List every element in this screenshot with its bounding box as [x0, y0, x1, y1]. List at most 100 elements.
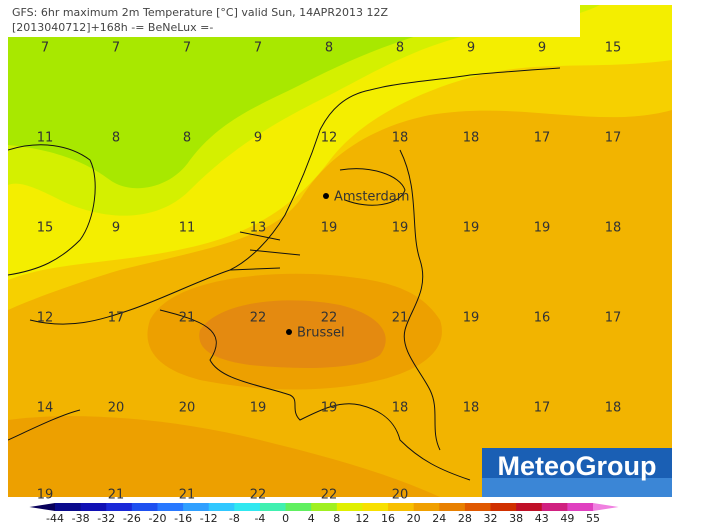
colorbar-tick-label: 4	[308, 512, 315, 525]
grid-values: 7 7 7 7 8 8 9 9 15 11 8 8 9 12 18 18 17 17 15 9 11 13 19 19 19 19…	[37, 41, 622, 503]
grid-value: 21	[179, 311, 196, 326]
colorbar-segment	[157, 503, 184, 511]
grid-value: 22	[250, 488, 267, 503]
grid-value: 19	[392, 221, 409, 236]
grid-value: 20	[108, 401, 125, 416]
colorbar-tick-label: -4	[254, 512, 265, 525]
grid-value: 7	[112, 41, 120, 56]
colorbar-segment	[541, 503, 568, 511]
colorbar-segment	[80, 503, 107, 511]
grid-value: 17	[605, 311, 622, 326]
grid-value: 19	[250, 401, 267, 416]
colorbar-segment	[234, 503, 261, 511]
grid-value: 19	[463, 221, 480, 236]
colorbar-arrow	[593, 503, 619, 511]
grid-value: 19	[321, 221, 338, 236]
grid-value: 19	[534, 221, 551, 236]
grid-value: 17	[108, 311, 125, 326]
colorbar-segment	[413, 503, 440, 511]
colorbar-segment	[285, 503, 312, 511]
grid-value: 22	[321, 311, 338, 326]
colorbar-tick-label: -20	[148, 512, 166, 525]
colorbar-segment	[55, 503, 82, 511]
grid-value: 18	[605, 221, 622, 236]
grid-value: 19	[37, 488, 54, 503]
city-dot	[286, 329, 292, 335]
colorbar-tick-label: 28	[458, 512, 472, 525]
logo-band	[482, 478, 672, 497]
grid-value: 22	[250, 311, 267, 326]
grid-value: 19	[463, 311, 480, 326]
colorbar-segment	[362, 503, 389, 511]
grid-value: 21	[392, 311, 409, 326]
colorbar-segment	[464, 503, 492, 511]
grid-value: 20	[179, 401, 196, 416]
colorbar-tick-label: 38	[509, 512, 523, 525]
colorbar-segment	[388, 503, 415, 511]
grid-value: 8	[325, 41, 333, 56]
grid-value: 15	[37, 221, 54, 236]
grid-value: 17	[605, 131, 622, 146]
city-label: Amsterdam	[334, 190, 409, 205]
colorbar-tick-label: 43	[535, 512, 549, 525]
grid-value: 16	[534, 311, 551, 326]
colorbar-tick-label: 12	[355, 512, 369, 525]
grid-value: 12	[321, 131, 338, 146]
colorbar-tick-label: -32	[97, 512, 115, 525]
colorbar-tick-label: -26	[123, 512, 141, 525]
grid-value: 22	[321, 488, 338, 503]
grid-value: 15	[605, 41, 622, 56]
header-subtitle: [2013040712]+168h -= BeNeLux =-	[12, 21, 213, 34]
grid-value: 7	[254, 41, 262, 56]
colorbar-tick-label: 20	[407, 512, 421, 525]
grid-value: 17	[534, 131, 551, 146]
grid-value: 21	[108, 488, 125, 503]
grid-value: 9	[112, 221, 120, 236]
colorbar-segment	[490, 503, 517, 511]
grid-value: 12	[37, 311, 54, 326]
temperature-field	[8, 5, 672, 497]
city-dot	[323, 193, 329, 199]
colorbar-segment	[516, 503, 543, 511]
header-box	[8, 5, 580, 37]
colorbar-tick-label: -44	[46, 512, 64, 525]
grid-value: 11	[179, 221, 196, 236]
colorbar-tick-label: 55	[586, 512, 600, 525]
colorbar-segment	[439, 503, 466, 511]
header-title: GFS: 6hr maximum 2m Temperature [°C] val…	[12, 6, 388, 19]
colorbar-tick-label: 16	[381, 512, 395, 525]
grid-value: 9	[538, 41, 546, 56]
colorbar-tick-label: -38	[72, 512, 90, 525]
grid-value: 18	[392, 131, 409, 146]
colorbar-tick-label: 0	[282, 512, 289, 525]
grid-value: 17	[534, 401, 551, 416]
colorbar-segment	[183, 503, 210, 511]
logo-text: MeteoGroup	[498, 451, 657, 481]
grid-value: 8	[396, 41, 404, 56]
grid-value: 8	[112, 131, 120, 146]
grid-value: 14	[37, 401, 54, 416]
colorbar-segment	[259, 503, 287, 511]
colorbar-tick-label: -16	[174, 512, 192, 525]
grid-value: 21	[179, 488, 196, 503]
grid-value: 18	[463, 131, 480, 146]
coastlines	[8, 67, 561, 481]
grid-value: 19	[321, 401, 338, 416]
grid-value: 7	[183, 41, 191, 56]
grid-value: 7	[41, 41, 49, 56]
colorbar: -44 -38 -32 -26 -20 -16 -12 -8 -4 0 4 8 12 16 20 24 28 32…	[29, 503, 619, 525]
city-label: Brussel	[297, 326, 345, 341]
grid-value: 9	[467, 41, 475, 56]
colorbar-segment	[336, 503, 363, 511]
colorbar-segment	[131, 503, 158, 511]
colorbar-tick-label: -8	[229, 512, 240, 525]
grid-value: 11	[37, 131, 54, 146]
colorbar-tick-label: -12	[200, 512, 218, 525]
grid-value: 9	[254, 131, 262, 146]
grid-value: 18	[463, 401, 480, 416]
colorbar-tick-label: 49	[560, 512, 574, 525]
colorbar-arrow	[29, 503, 55, 511]
colorbar-tick-label: 32	[484, 512, 498, 525]
colorbar-tick-label: 24	[432, 512, 446, 525]
